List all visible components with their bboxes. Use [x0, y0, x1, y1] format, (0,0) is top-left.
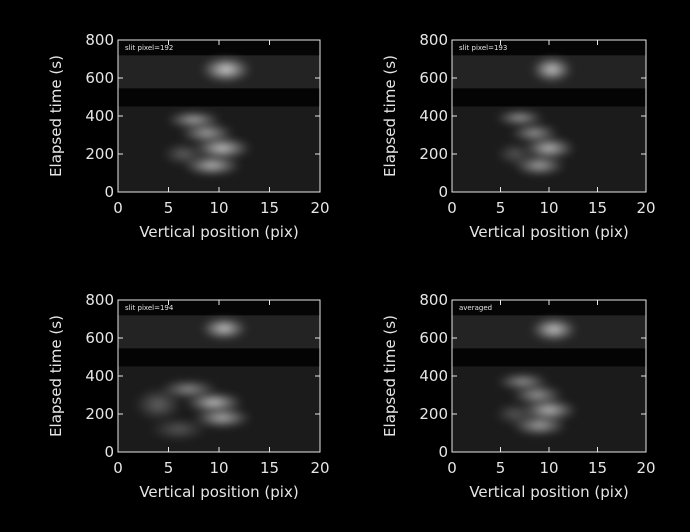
heatmap-image: [452, 300, 646, 452]
x-tick-label: 0: [113, 459, 123, 477]
x-axis-label: Vertical position (pix): [469, 483, 628, 501]
x-tick-label: 20: [636, 199, 655, 217]
emission-blob: [199, 317, 249, 340]
y-tick-label: 0: [438, 183, 448, 201]
panel-label: slit pixel=193: [459, 44, 507, 52]
x-tick-label: 5: [496, 459, 506, 477]
x-tick-label: 5: [164, 199, 174, 217]
heatmap-image: [118, 300, 320, 452]
x-tick-label: 10: [209, 459, 228, 477]
y-tick-label: 400: [419, 367, 448, 385]
y-tick-label: 400: [419, 107, 448, 125]
x-tick-label: 20: [310, 199, 329, 217]
y-axis-label: Elapsed time (s): [47, 55, 65, 177]
data-gap-band: [452, 348, 646, 367]
x-tick-label: 5: [164, 459, 174, 477]
x-tick-label: 20: [636, 459, 655, 477]
emission-blob: [161, 142, 206, 166]
y-tick-label: 800: [85, 291, 114, 309]
data-gap-band: [452, 88, 646, 107]
x-tick-label: 0: [113, 199, 123, 217]
y-tick-label: 600: [419, 69, 448, 87]
x-tick-label: 5: [496, 199, 506, 217]
emission-blob: [521, 136, 577, 160]
y-tick-label: 200: [85, 145, 114, 163]
y-tick-label: 800: [85, 31, 114, 49]
x-axis-label: Vertical position (pix): [469, 223, 628, 241]
x-axis-label: Vertical position (pix): [139, 483, 298, 501]
y-tick-label: 600: [419, 329, 448, 347]
heatmap-image: [118, 40, 320, 192]
emission-blob: [530, 56, 574, 83]
emission-blob: [191, 407, 253, 429]
y-tick-label: 0: [104, 183, 114, 201]
emission-blob: [148, 417, 209, 441]
x-tick-label: 15: [260, 459, 279, 477]
x-tick-label: 10: [539, 459, 558, 477]
y-tick-label: 0: [438, 443, 448, 461]
x-tick-label: 0: [447, 199, 457, 217]
x-tick-label: 15: [260, 199, 279, 217]
emission-blob: [495, 142, 535, 166]
x-tick-label: 20: [310, 459, 329, 477]
x-tick-label: 10: [209, 199, 228, 217]
panel-label: slit pixel=192: [125, 44, 173, 52]
y-axis-label: Elapsed time (s): [381, 315, 399, 437]
y-tick-label: 0: [104, 443, 114, 461]
emission-blob: [133, 387, 184, 422]
y-tick-label: 600: [85, 329, 114, 347]
x-tick-label: 10: [539, 199, 558, 217]
x-tick-label: 15: [588, 459, 607, 477]
emission-blob: [191, 136, 253, 160]
emission-blob: [529, 317, 579, 342]
y-tick-label: 800: [419, 31, 448, 49]
emission-blob: [493, 402, 537, 426]
y-tick-label: 400: [85, 107, 114, 125]
x-axis-label: Vertical position (pix): [139, 223, 298, 241]
y-tick-label: 600: [85, 69, 114, 87]
y-tick-label: 800: [419, 291, 448, 309]
panel-label: slit pixel=194: [125, 304, 174, 312]
emission-blob: [199, 56, 253, 83]
panel-label: averaged: [459, 304, 492, 312]
y-axis-label: Elapsed time (s): [381, 55, 399, 177]
data-gap-band: [118, 348, 320, 367]
x-tick-label: 0: [447, 459, 457, 477]
y-tick-label: 400: [85, 367, 114, 385]
heatmap-image: [452, 40, 646, 192]
y-axis-label: Elapsed time (s): [47, 315, 65, 437]
y-tick-label: 200: [419, 405, 448, 423]
x-tick-label: 15: [588, 199, 607, 217]
y-tick-label: 200: [419, 145, 448, 163]
y-tick-label: 200: [85, 405, 114, 423]
emission-blob: [494, 110, 546, 126]
data-gap-band: [118, 88, 320, 107]
